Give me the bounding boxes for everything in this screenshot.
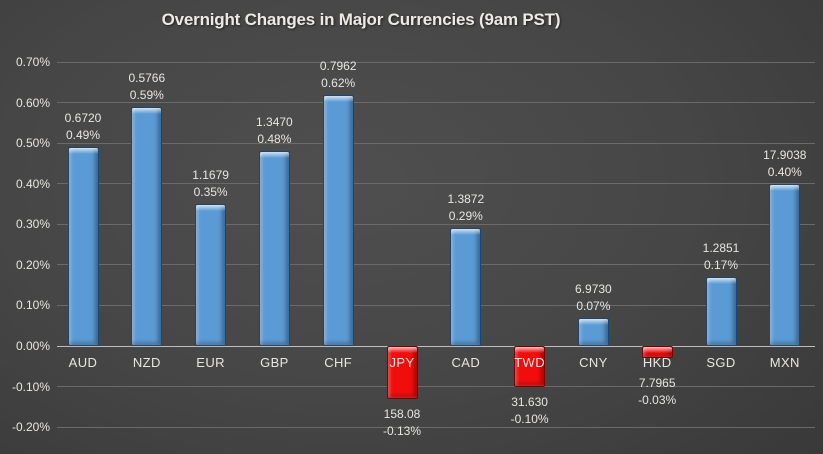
x-axis-label-eur: EUR — [196, 355, 225, 370]
rate-value: 0.5766 — [128, 70, 166, 85]
data-label-sgd: 1.2851 0.17% — [684, 240, 758, 274]
data-label-aud: 0.6720 0.49% — [46, 110, 120, 144]
x-axis-label-mxn: MXN — [769, 355, 800, 370]
data-label-hkd: 7.7965 -0.03% — [620, 375, 694, 409]
x-axis-label-chf: CHF — [324, 355, 353, 370]
data-label-cad: 1.3872 0.29% — [429, 191, 503, 225]
gridline — [57, 426, 815, 428]
gridline — [57, 142, 815, 144]
pct-change-value: 0.29% — [448, 209, 483, 224]
pct-change-value: 0.17% — [703, 258, 739, 273]
x-axis-label-jpy: JPY — [389, 355, 415, 370]
gridline — [57, 61, 815, 63]
x-axis-label-hkd: HKD — [642, 355, 672, 370]
data-label-gbp: 1.3470 0.48% — [237, 114, 311, 148]
y-axis-tick-label: 0.60% — [15, 95, 50, 110]
data-label-eur: 1.1679 0.35% — [174, 167, 248, 201]
rate-value: 1.3872 — [447, 192, 485, 207]
y-axis-tick-label: 0.20% — [15, 257, 50, 272]
gridline — [57, 264, 815, 266]
rate-value: 1.3470 — [256, 115, 293, 130]
x-axis-label-twd: TWD — [514, 355, 545, 370]
y-axis-tick-label: 0.50% — [15, 136, 50, 151]
rate-value: 158.08 — [383, 406, 421, 421]
rate-value: 1.1679 — [192, 168, 229, 183]
rate-value: 31.630 — [511, 394, 548, 409]
x-axis-label-aud: AUD — [68, 355, 98, 370]
gridline — [57, 304, 815, 306]
rate-value: 7.7965 — [638, 376, 676, 390]
pct-change-value: 0.40% — [767, 164, 802, 179]
x-axis-label-cny: CNY — [579, 355, 608, 370]
x-axis-label-nzd: NZD — [132, 355, 161, 370]
bar-jpy — [386, 346, 418, 399]
data-label-twd: 31.630 -0.10% — [493, 394, 567, 428]
rate-value: 17.9038 — [763, 147, 807, 162]
y-axis-tick-label: 0.70% — [15, 55, 50, 70]
data-label-mxn: 17.9038 0.40% — [748, 147, 822, 181]
pct-change-value: 0.48% — [257, 132, 292, 147]
y-axis-tick-label: 0.00% — [15, 339, 50, 353]
bar-gbp — [258, 151, 290, 346]
zero-axis-line — [57, 345, 815, 347]
bar-eur — [195, 204, 227, 346]
gridline — [57, 183, 815, 185]
bar-cny — [577, 317, 609, 346]
bar-aud — [67, 147, 99, 346]
chart-title: Overnight Changes in Major Currencies (9… — [161, 10, 561, 29]
pct-change-value: 0.49% — [65, 128, 101, 143]
bar-chf — [322, 94, 354, 346]
y-axis-tick-label: -0.20% — [11, 420, 50, 435]
pct-change-value: -0.13% — [382, 423, 422, 438]
data-label-cny: 6.9730 0.07% — [556, 281, 630, 315]
pct-change-value: 0.07% — [576, 298, 611, 313]
data-label-nzd: 0.5766 0.59% — [110, 70, 184, 104]
pct-change-value: 0.62% — [321, 75, 356, 90]
y-axis-tick-label: 0.30% — [15, 217, 50, 232]
pct-change-value: 0.59% — [129, 87, 164, 102]
data-label-chf: 0.7962 0.62% — [301, 58, 375, 92]
y-axis-tick-label: 0.40% — [15, 176, 50, 191]
pct-change-value: -0.03% — [638, 393, 677, 407]
bar-cad — [450, 228, 482, 346]
gridline — [57, 102, 815, 104]
rate-value: 0.7962 — [319, 58, 357, 73]
rate-value: 0.6720 — [64, 111, 102, 126]
y-axis-tick-label: -0.10% — [11, 379, 50, 394]
x-axis-label-sgd: SGD — [706, 355, 736, 370]
rate-value: 6.9730 — [575, 281, 612, 296]
bar-sgd — [705, 277, 737, 346]
gridline — [57, 223, 815, 225]
bar-hkd — [641, 346, 673, 359]
data-label-jpy: 158.08 -0.13% — [365, 406, 439, 440]
bar-twd — [514, 346, 546, 387]
bar-mxn — [769, 183, 801, 346]
y-axis-tick-label: 0.10% — [15, 298, 50, 313]
x-axis-label-cad: CAD — [451, 355, 481, 370]
gridline — [57, 386, 815, 388]
pct-change-value: -0.10% — [510, 411, 549, 426]
rate-value: 1.2851 — [702, 241, 740, 256]
pct-change-value: 0.35% — [193, 185, 228, 200]
bar-nzd — [131, 106, 163, 346]
x-axis-label-gbp: GBP — [260, 355, 289, 370]
